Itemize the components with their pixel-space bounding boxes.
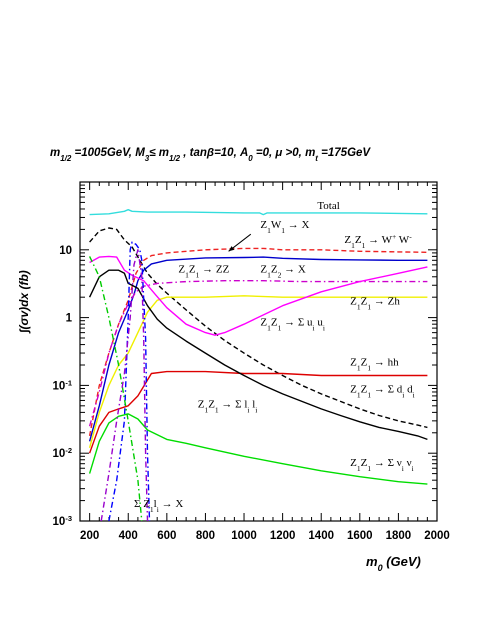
- axis-ticks: 200 400 600 800 1000 1200 1400 1600 1800 2000 10 1 1…: [53, 182, 450, 542]
- x-label-sub: 0: [378, 563, 383, 573]
- series-line-8: [88, 269, 428, 441]
- y-tick-label: 10-3: [53, 514, 72, 529]
- x-label-main: m: [366, 554, 378, 569]
- annotation-layer: Total Z1W1 → X Z1Z1 → W+ W- Z1Z1 → ZZ Z1Z2 →…: [134, 200, 415, 514]
- annotation-zz: Z1Z1 → ZZ: [178, 264, 229, 280]
- series-layer: [88, 209, 428, 522]
- arrow-head: [228, 246, 235, 252]
- series-line-10: [88, 413, 428, 485]
- x-tick-label: 600: [157, 530, 176, 542]
- x-tick-label: 800: [196, 530, 215, 542]
- x-tick-label: 400: [119, 530, 138, 542]
- series-line-3: [88, 256, 428, 442]
- series-line-9: [108, 241, 151, 522]
- x-tick-label: 1200: [270, 530, 296, 542]
- x-axis-label: m0 (GeV): [366, 554, 421, 573]
- plot-frame: [79, 181, 438, 522]
- y-tick-label: 1: [66, 313, 73, 325]
- title-subscript: 3: [145, 154, 150, 163]
- y-axis-label: ∫(σv)dx (fb): [17, 270, 31, 334]
- title-segment: =175GeV: [318, 147, 371, 159]
- annotation-hh: Z1Z1 → hh: [350, 357, 399, 373]
- series-line-5: [88, 295, 428, 448]
- x-tick-label: 200: [80, 530, 99, 542]
- x-tick-label: 1600: [347, 530, 373, 542]
- title-subscript: 1/2: [60, 154, 72, 163]
- annotation-zl: Σ Z1li → X: [134, 498, 183, 513]
- y-tick-label: 10-2: [53, 446, 72, 461]
- x-label-unit: (GeV): [383, 554, 421, 569]
- annotation-dd: Z1Z1 → Σ di di: [350, 384, 415, 400]
- title-segment: ≤ m: [149, 147, 169, 159]
- y-tick-label: 10: [59, 245, 72, 257]
- series-line-6: [89, 255, 428, 336]
- x-tick-label: 1000: [231, 530, 257, 542]
- title-subscript: 0: [248, 154, 253, 163]
- title-segment: m: [50, 147, 60, 159]
- annotation-z1w1: Z1W1 → X: [260, 219, 309, 235]
- title-segment: =1005GeV, M: [71, 147, 145, 159]
- series-line-1: [89, 227, 428, 429]
- x-tick-label: 1800: [386, 530, 412, 542]
- annotation-nunu: Z1Z1 → Σ νi νi: [350, 457, 414, 473]
- x-tick-label: 1400: [308, 530, 334, 542]
- series-line-11: [88, 256, 143, 522]
- annotation-ll: Z1Z1 → Σ li li: [198, 399, 258, 415]
- x-tick-label: 2000: [424, 530, 450, 542]
- series-line-7: [88, 370, 428, 454]
- annotation-total: Total: [317, 200, 339, 212]
- annotation-zh: Z1Z1 → Zh: [350, 296, 400, 312]
- annotation-ww: Z1Z1 → W+ W-: [344, 232, 412, 250]
- series-line-12: [100, 249, 149, 522]
- series-line-0: [89, 209, 428, 216]
- title-segment: , tanβ=10, A: [180, 147, 248, 159]
- annotation-z1z2: Z1Z2 → X: [260, 264, 305, 280]
- title-segment: =0, μ >0, m: [253, 147, 316, 159]
- title-subscript: t: [315, 154, 318, 163]
- title-subscript: 1/2: [169, 154, 181, 163]
- annotation-uu: Z1Z1 → Σ ui ui: [260, 316, 325, 332]
- y-tick-label: 10-1: [53, 378, 72, 393]
- chart-title: m1/2 =1005GeV, M3≤ m1/2 , tanβ=10, A0 =0…: [50, 147, 371, 163]
